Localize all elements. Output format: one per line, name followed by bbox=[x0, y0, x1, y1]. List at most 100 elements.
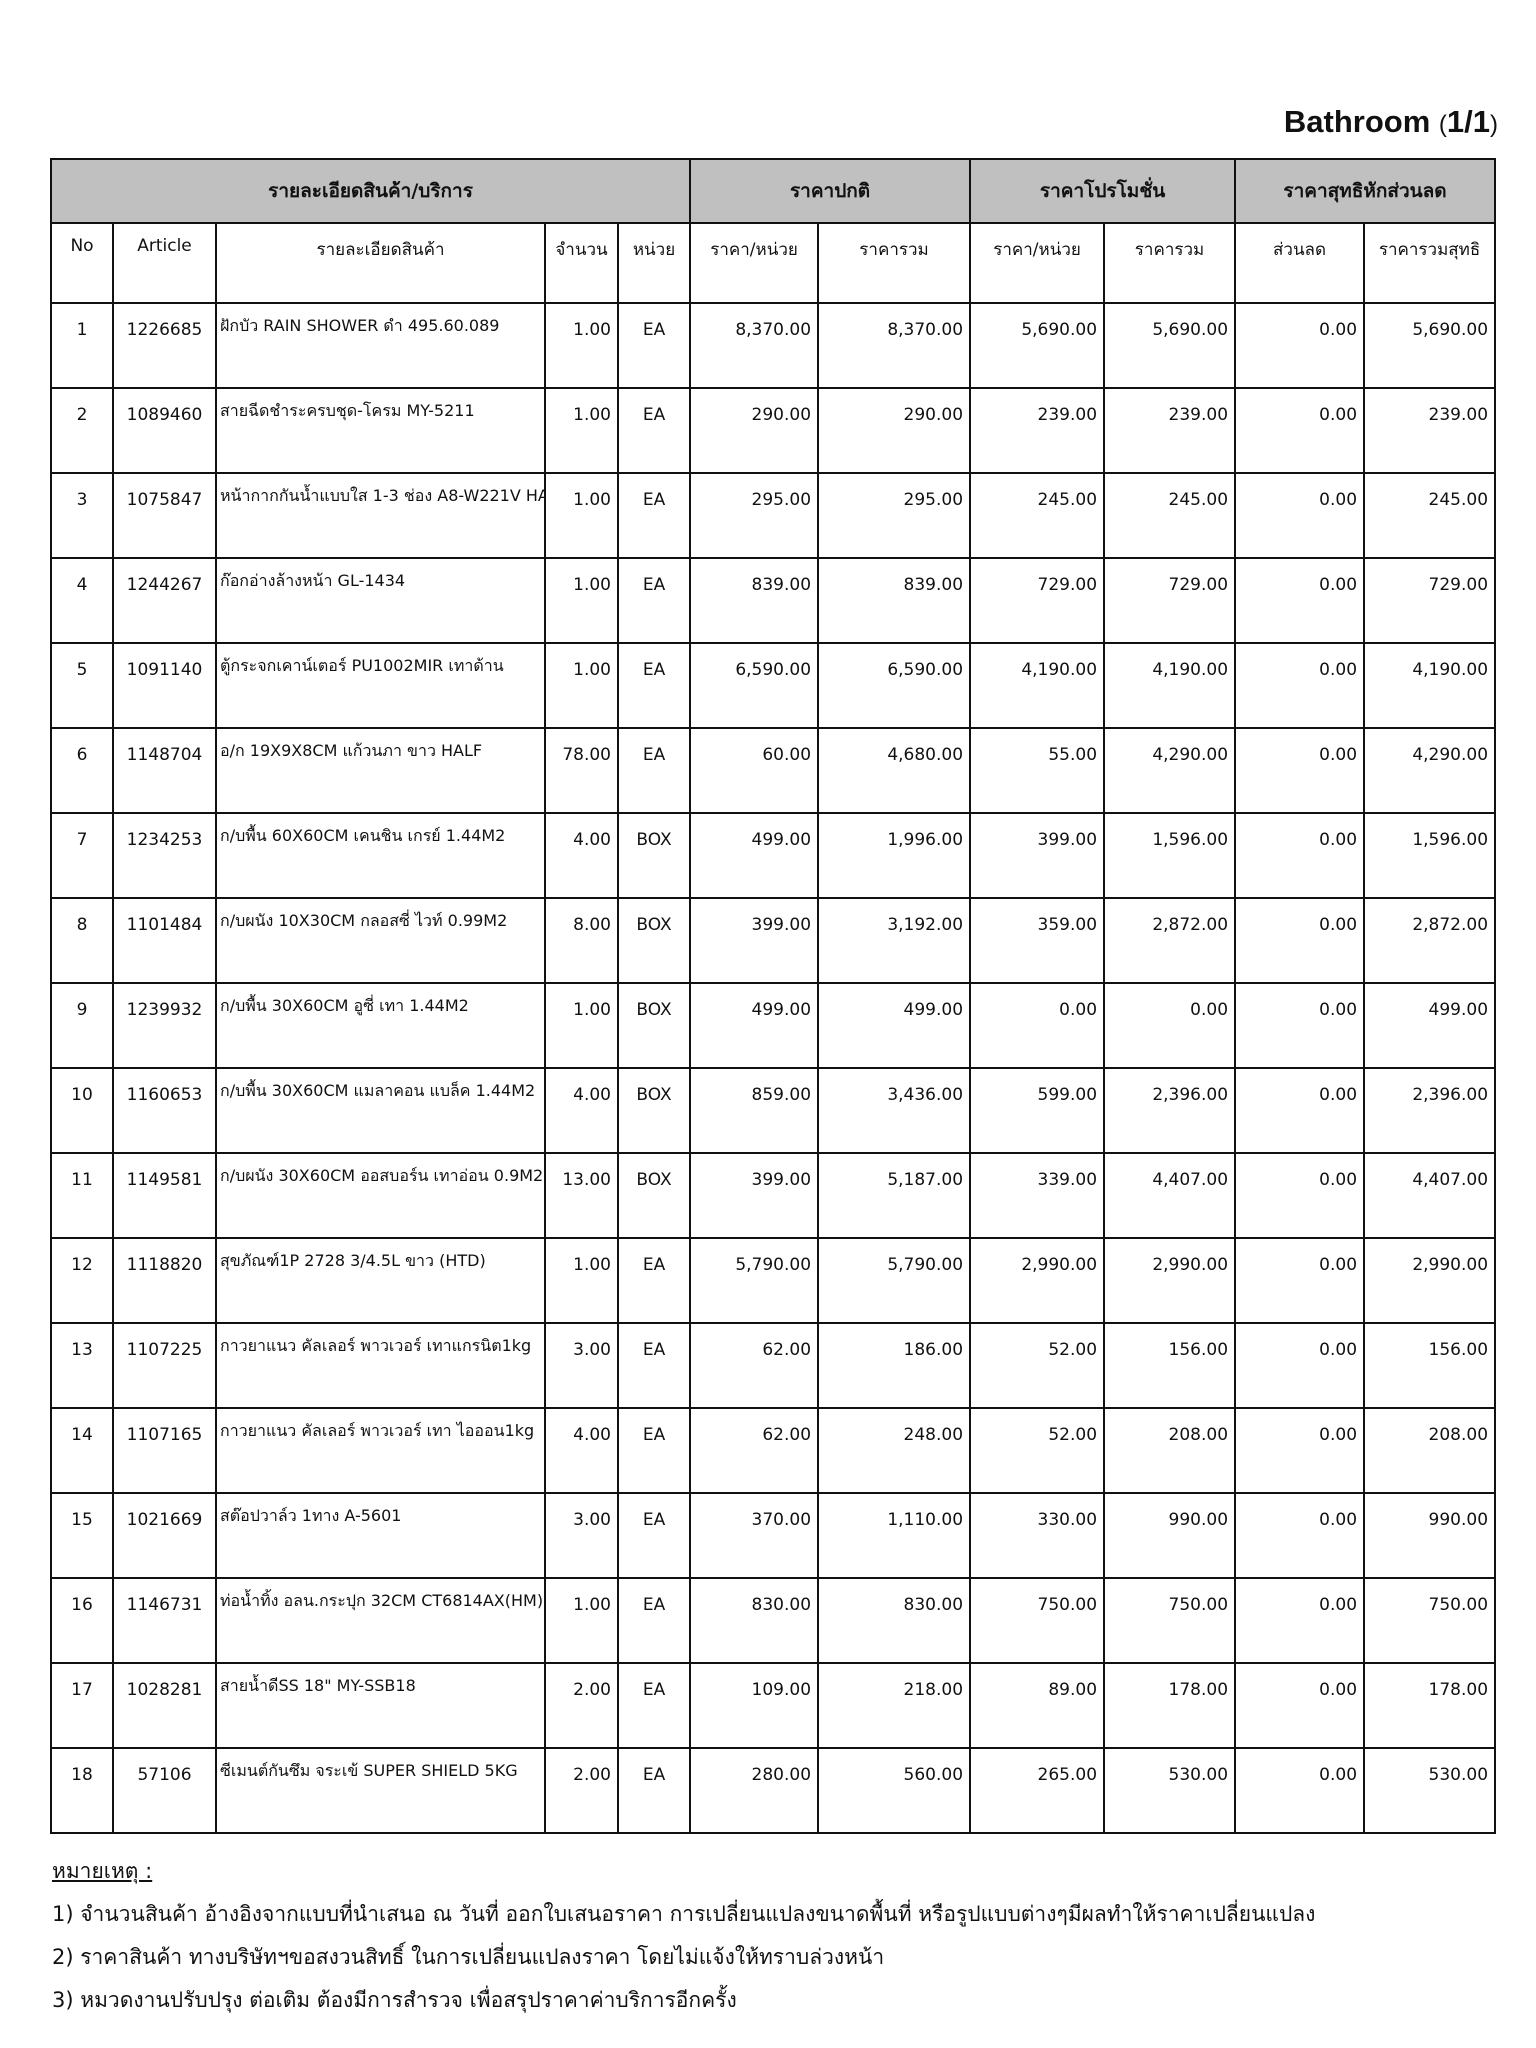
cell-regular-unit-price: 499.00 bbox=[689, 812, 820, 899]
cell-promo-unit-price: 239.00 bbox=[969, 387, 1106, 474]
cell-regular-total: 248.00 bbox=[817, 1407, 972, 1494]
cell-promo-unit-price: 2,990.00 bbox=[969, 1237, 1106, 1324]
cell-promo-total: 4,190.00 bbox=[1103, 642, 1237, 729]
cell-promo-total: 208.00 bbox=[1103, 1407, 1237, 1494]
cell-quantity: 78.00 bbox=[544, 727, 619, 814]
cell-net-total: 2,990.00 bbox=[1363, 1237, 1497, 1324]
cell-discount: 0.00 bbox=[1234, 1662, 1366, 1749]
cell-promo-unit-price: 55.00 bbox=[969, 727, 1106, 814]
cell-regular-unit-price: 62.00 bbox=[689, 1322, 820, 1409]
cell-unit: BOX bbox=[616, 812, 692, 899]
cell-regular-unit-price: 280.00 bbox=[689, 1747, 820, 1834]
cell-article: 1118820 bbox=[112, 1237, 217, 1324]
cell-promo-unit-price: 89.00 bbox=[969, 1662, 1106, 1749]
cell-no: 15 bbox=[50, 1492, 114, 1579]
cell-no: 7 bbox=[50, 812, 114, 899]
cell-discount: 0.00 bbox=[1234, 1577, 1366, 1664]
cell-description: ก/บผนัง 10X30CM กลอสซี่ ไวท์ 0.99M2 bbox=[215, 897, 546, 984]
cell-net-total: 2,872.00 bbox=[1363, 897, 1497, 984]
cell-promo-unit-price: 399.00 bbox=[969, 812, 1106, 899]
cell-unit: EA bbox=[616, 1747, 692, 1834]
cell-description: สุขภัณฑ์1P 2728 3/4.5L ขาว (HTD) bbox=[215, 1237, 546, 1324]
cell-description: สายน้ำดีSS 18" MY-SSB18 bbox=[215, 1662, 546, 1749]
cell-discount: 0.00 bbox=[1234, 982, 1366, 1069]
cell-discount: 0.00 bbox=[1234, 812, 1366, 899]
cell-unit: EA bbox=[616, 1492, 692, 1579]
cell-no: 4 bbox=[50, 557, 114, 644]
note-item: 2) ราคาสินค้า ทางบริษัทฯขอสงวนสิทธิ์ ในก… bbox=[52, 1945, 885, 1969]
cell-quantity: 3.00 bbox=[544, 1322, 619, 1409]
cell-article: 1160653 bbox=[112, 1067, 217, 1154]
cell-unit: BOX bbox=[616, 897, 692, 984]
cell-regular-total: 295.00 bbox=[817, 472, 972, 559]
cell-article: 1234253 bbox=[112, 812, 217, 899]
cell-quantity: 4.00 bbox=[544, 1067, 619, 1154]
table-row: 15 1021669 สต๊อปวาล์ว 1ทาง A-5601 3.00 EA 370… bbox=[50, 1492, 1497, 1579]
title-text: Bathroom bbox=[1283, 104, 1431, 139]
cell-no: 8 bbox=[50, 897, 114, 984]
cell-regular-total: 499.00 bbox=[817, 982, 972, 1069]
table-row: 10 1160653 ก/บพื้น 30X60CM แมลาคอน แบล็ค 1… bbox=[50, 1067, 1497, 1154]
cell-discount: 0.00 bbox=[1234, 1322, 1366, 1409]
table-row: 3 1075847 หน้ากากกันน้ำแบบใส 1-3 ช่อง A8-W… bbox=[50, 472, 1497, 559]
column-header-article: Article bbox=[112, 222, 217, 304]
cell-net-total: 178.00 bbox=[1363, 1662, 1497, 1749]
cell-description: กาวยาแนว คัลเลอร์ พาวเวอร์ เทาแกรนิต1kg bbox=[215, 1322, 546, 1409]
table-row: 8 1101484 ก/บผนัง 10X30CM กลอสซี่ ไวท์ 0.9… bbox=[50, 897, 1497, 984]
cell-promo-total: 239.00 bbox=[1103, 387, 1237, 474]
cell-description: สต๊อปวาล์ว 1ทาง A-5601 bbox=[215, 1492, 546, 1579]
page-indicator: 1/1 bbox=[1446, 104, 1490, 139]
cell-article: 1239932 bbox=[112, 982, 217, 1069]
cell-article: 1028281 bbox=[112, 1662, 217, 1749]
table-row: 14 1107165 กาวยาแนว คัลเลอร์ พาวเวอร์ เทา … bbox=[50, 1407, 1497, 1494]
table-row: 7 1234253 ก/บพื้น 60X60CM เคนชิน เกรย์ 1.4… bbox=[50, 812, 1497, 899]
cell-discount: 0.00 bbox=[1234, 1407, 1366, 1494]
table-row: 1 1226685 ฝักบัว RAIN SHOWER ดำ 495.60.089… bbox=[50, 302, 1497, 389]
cell-quantity: 13.00 bbox=[544, 1152, 619, 1239]
table-row: 9 1239932 ก/บพื้น 30X60CM อูซี่ เทา 1.44M2… bbox=[50, 982, 1497, 1069]
cell-quantity: 4.00 bbox=[544, 812, 619, 899]
cell-quantity: 3.00 bbox=[544, 1492, 619, 1579]
cell-promo-total: 5,690.00 bbox=[1103, 302, 1237, 389]
cell-no: 10 bbox=[50, 1067, 114, 1154]
cell-promo-total: 990.00 bbox=[1103, 1492, 1237, 1579]
cell-quantity: 1.00 bbox=[544, 302, 619, 389]
cell-regular-unit-price: 830.00 bbox=[689, 1577, 820, 1664]
cell-no: 16 bbox=[50, 1577, 114, 1664]
cell-quantity: 2.00 bbox=[544, 1662, 619, 1749]
cell-unit: EA bbox=[616, 1662, 692, 1749]
cell-no: 2 bbox=[50, 387, 114, 474]
cell-quantity: 1.00 bbox=[544, 1577, 619, 1664]
cell-promo-unit-price: 52.00 bbox=[969, 1322, 1106, 1409]
cell-no: 1 bbox=[50, 302, 114, 389]
cell-description: สายฉีดชำระครบชุด-โครม MY-5211 bbox=[215, 387, 546, 474]
column-header-unit: หน่วย bbox=[616, 222, 692, 304]
cell-unit: EA bbox=[616, 557, 692, 644]
cell-net-total: 530.00 bbox=[1363, 1747, 1497, 1834]
cell-discount: 0.00 bbox=[1234, 1747, 1366, 1834]
cell-promo-total: 178.00 bbox=[1103, 1662, 1237, 1749]
table-row: 18 57106 ซีเมนต์กันซึม จระเข้ SUPER SHIELD… bbox=[50, 1747, 1497, 1834]
cell-regular-unit-price: 295.00 bbox=[689, 472, 820, 559]
cell-no: 12 bbox=[50, 1237, 114, 1324]
cell-promo-unit-price: 0.00 bbox=[969, 982, 1106, 1069]
cell-regular-unit-price: 6,590.00 bbox=[689, 642, 820, 729]
column-header-regular-unit-price: ราคา/หน่วย bbox=[689, 222, 820, 304]
cell-regular-total: 3,192.00 bbox=[817, 897, 972, 984]
cell-net-total: 245.00 bbox=[1363, 472, 1497, 559]
cell-promo-unit-price: 5,690.00 bbox=[969, 302, 1106, 389]
note-item: 1) จำนวนสินค้า อ้างอิงจากแบบที่นำเสนอ ณ … bbox=[52, 1902, 1316, 1926]
cell-promo-unit-price: 599.00 bbox=[969, 1067, 1106, 1154]
cell-article: 1244267 bbox=[112, 557, 217, 644]
cell-regular-unit-price: 499.00 bbox=[689, 982, 820, 1069]
cell-regular-total: 3,436.00 bbox=[817, 1067, 972, 1154]
cell-discount: 0.00 bbox=[1234, 1067, 1366, 1154]
cell-regular-total: 5,187.00 bbox=[817, 1152, 972, 1239]
cell-no: 5 bbox=[50, 642, 114, 729]
column-header-row: No Article รายละเอียดสินค้า จำนวน หน่วย ราคา/… bbox=[50, 222, 1497, 304]
cell-article: 1149581 bbox=[112, 1152, 217, 1239]
cell-discount: 0.00 bbox=[1234, 897, 1366, 984]
column-header-regular-total: ราคารวม bbox=[817, 222, 972, 304]
cell-regular-total: 839.00 bbox=[817, 557, 972, 644]
cell-article: 1075847 bbox=[112, 472, 217, 559]
